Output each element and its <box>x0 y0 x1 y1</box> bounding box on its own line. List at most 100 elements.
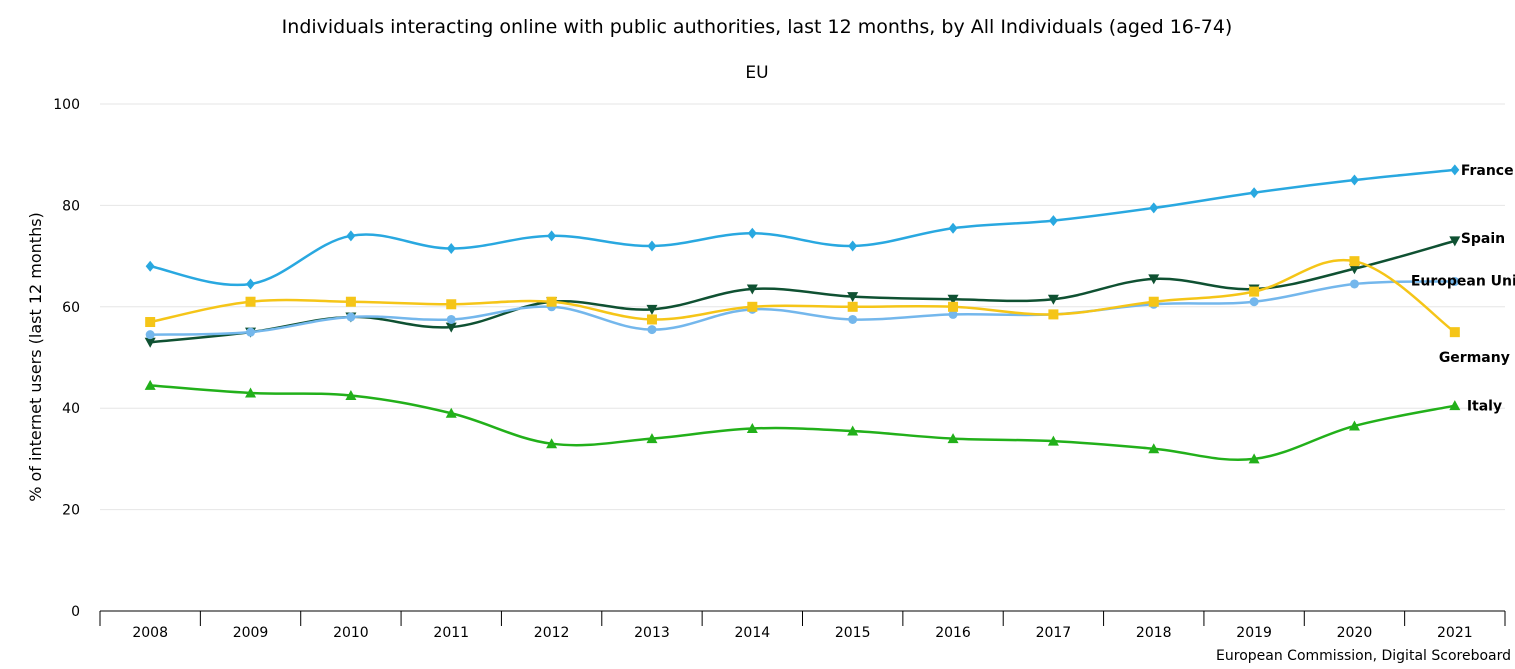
y-tick-label: 100 <box>53 97 80 113</box>
series-france <box>145 164 1460 290</box>
data-point <box>1148 443 1160 454</box>
data-point <box>948 222 958 234</box>
series-label: France <box>1461 163 1514 179</box>
series-group <box>144 164 1461 464</box>
x-tick-label: 2010 <box>333 625 369 641</box>
data-point <box>747 227 757 239</box>
data-point <box>1450 276 1460 286</box>
series-spain <box>144 236 1461 348</box>
series-line <box>150 280 1455 336</box>
data-point <box>546 296 557 307</box>
data-point <box>345 390 357 401</box>
data-point <box>1149 202 1159 214</box>
data-point <box>145 330 155 340</box>
data-point <box>144 337 156 348</box>
data-point <box>948 301 959 312</box>
data-point <box>547 230 557 242</box>
x-tick-label: 2013 <box>634 625 670 641</box>
data-point <box>145 260 155 272</box>
series-labels: France Spain European Union Germany Italy <box>1411 163 1515 415</box>
y-axis-label: % of internet users (last 12 months) <box>26 212 45 502</box>
data-point <box>446 314 456 324</box>
y-tick-label: 60 <box>62 300 80 316</box>
data-point <box>1148 296 1159 307</box>
y-tick-label: 80 <box>62 198 80 214</box>
data-point <box>1348 420 1360 431</box>
series-label: Germany <box>1439 350 1510 366</box>
series-germany <box>145 256 1460 338</box>
x-tick-label: 2014 <box>735 625 771 641</box>
data-point <box>847 292 859 303</box>
data-point <box>145 317 156 328</box>
data-point <box>346 312 356 322</box>
data-point <box>546 438 558 449</box>
data-point <box>1349 279 1359 289</box>
data-point <box>847 425 859 436</box>
data-point <box>646 314 657 325</box>
x-tick-label: 2009 <box>233 625 269 641</box>
data-point <box>1249 297 1259 307</box>
x-tick-label: 2020 <box>1337 625 1373 641</box>
x-tick-label: 2018 <box>1136 625 1172 641</box>
x-tick-label: 2008 <box>132 625 168 641</box>
data-point <box>1249 286 1260 297</box>
series-italy <box>144 379 1461 464</box>
data-point <box>947 294 959 305</box>
data-point <box>1349 174 1359 186</box>
data-point <box>646 433 658 444</box>
data-point <box>1048 215 1058 227</box>
x-axis: 2008 2009 2010 2011 2012 2013 2014 2015 2016 2017… <box>99 610 1506 641</box>
series-label: Italy <box>1467 399 1502 415</box>
data-point <box>1047 294 1059 305</box>
chart-subtitle: EU <box>745 63 768 83</box>
data-point <box>747 301 758 312</box>
data-point <box>245 296 256 307</box>
data-point <box>246 278 256 290</box>
data-point <box>446 242 456 254</box>
data-point <box>847 301 858 312</box>
x-tick-label: 2017 <box>1036 625 1072 641</box>
data-point <box>948 309 958 319</box>
data-point <box>345 296 356 307</box>
series-label: European Union <box>1411 273 1515 289</box>
series-line <box>149 258 1456 334</box>
data-point <box>446 299 457 310</box>
data-point <box>746 284 758 295</box>
data-point <box>947 433 959 444</box>
source-credit: European Commission, Digital Scoreboard <box>1216 648 1511 664</box>
y-tick-label: 0 <box>71 604 80 620</box>
y-tick-label: 40 <box>62 401 80 417</box>
x-tick-label: 2016 <box>935 625 971 641</box>
data-point <box>1348 264 1360 275</box>
y-tick-label: 20 <box>62 503 80 519</box>
data-point <box>647 240 657 252</box>
data-point <box>1449 327 1460 338</box>
data-point <box>144 379 156 390</box>
chart-title: Individuals interacting online with publ… <box>282 16 1233 38</box>
x-tick-label: 2015 <box>835 625 871 641</box>
data-point <box>445 407 457 418</box>
gridlines: 0 20 40 60 80 100 <box>53 97 1505 620</box>
data-point <box>848 314 858 324</box>
series-label: Spain <box>1461 231 1505 247</box>
data-point <box>646 304 658 315</box>
data-point <box>1450 164 1460 176</box>
data-point <box>346 230 356 242</box>
data-point <box>245 387 257 398</box>
data-point <box>1148 274 1160 285</box>
data-point <box>1249 187 1259 199</box>
x-tick-label: 2012 <box>534 625 570 641</box>
data-point <box>1248 453 1260 464</box>
data-point <box>1048 309 1059 320</box>
x-tick-label: 2019 <box>1236 625 1272 641</box>
data-point <box>445 322 457 333</box>
data-point <box>1349 256 1360 267</box>
data-point <box>1047 435 1059 446</box>
series-line <box>150 384 1456 462</box>
data-point <box>746 422 758 433</box>
series-line <box>149 168 1455 287</box>
data-point <box>647 325 657 335</box>
data-point <box>1449 400 1461 411</box>
